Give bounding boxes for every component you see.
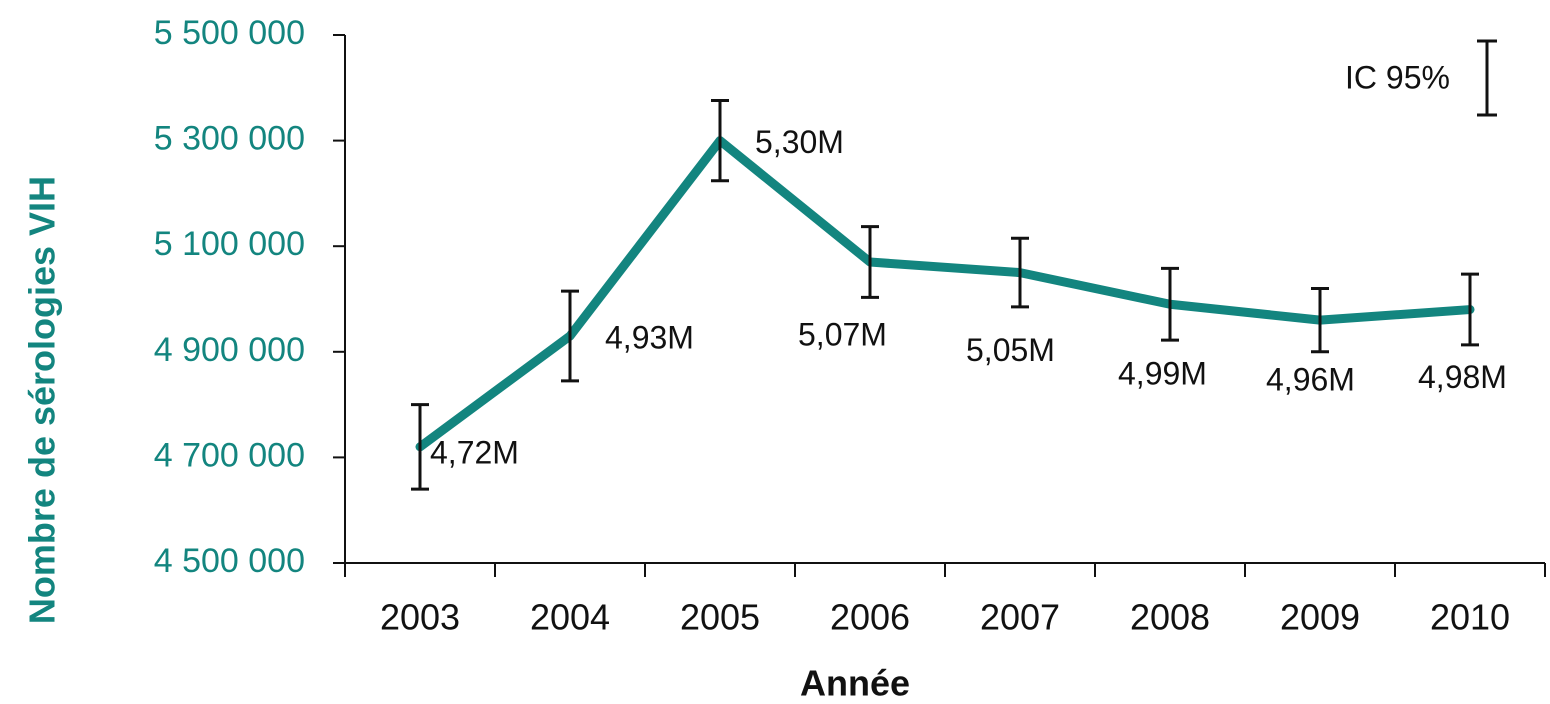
- error-bar: [1311, 286, 1329, 354]
- y-axis-title: Nombre de sérologies VIH: [22, 176, 63, 624]
- data-label: 4,93M: [605, 319, 694, 355]
- legend-label: IC 95%: [1345, 59, 1450, 95]
- error-bar: [1161, 266, 1179, 342]
- data-label: 5,07M: [798, 316, 887, 352]
- x-tick-label: 2003: [380, 597, 460, 638]
- data-label: 4,96M: [1266, 362, 1355, 398]
- y-tick-label: 4 500 000: [154, 542, 305, 580]
- error-bar: [711, 98, 729, 183]
- x-tick-label: 2007: [980, 597, 1060, 638]
- error-bar: [411, 403, 429, 491]
- error-bar: [1461, 272, 1479, 347]
- y-tick-label: 4 700 000: [154, 436, 305, 474]
- y-tick-label: 4 900 000: [154, 331, 305, 369]
- data-label: 5,05M: [966, 332, 1055, 368]
- line: [415, 136, 1475, 452]
- y-tick-label: 5 100 000: [154, 225, 305, 263]
- data-label: 4,99M: [1118, 356, 1207, 392]
- x-tick-label: 2006: [830, 597, 910, 638]
- x-tick-label: 2009: [1280, 597, 1360, 638]
- data-label: 4,72M: [430, 434, 519, 470]
- legend-error-bar: [1477, 39, 1497, 117]
- error-bar: [1011, 236, 1029, 309]
- data-label: 5,30M: [755, 124, 844, 160]
- x-tick-label: 2010: [1430, 597, 1510, 638]
- x-tick-label: 2005: [680, 597, 760, 638]
- x-tick-label: 2004: [530, 597, 610, 638]
- error-bar: [561, 289, 579, 383]
- error-bar: [861, 225, 879, 299]
- data-label: 4,98M: [1418, 359, 1507, 395]
- x-axis-title: Année: [800, 663, 910, 704]
- x-tick-label: 2008: [1130, 597, 1210, 638]
- y-tick-label: 5 300 000: [154, 120, 305, 158]
- y-tick-label: 5 500 000: [154, 14, 305, 52]
